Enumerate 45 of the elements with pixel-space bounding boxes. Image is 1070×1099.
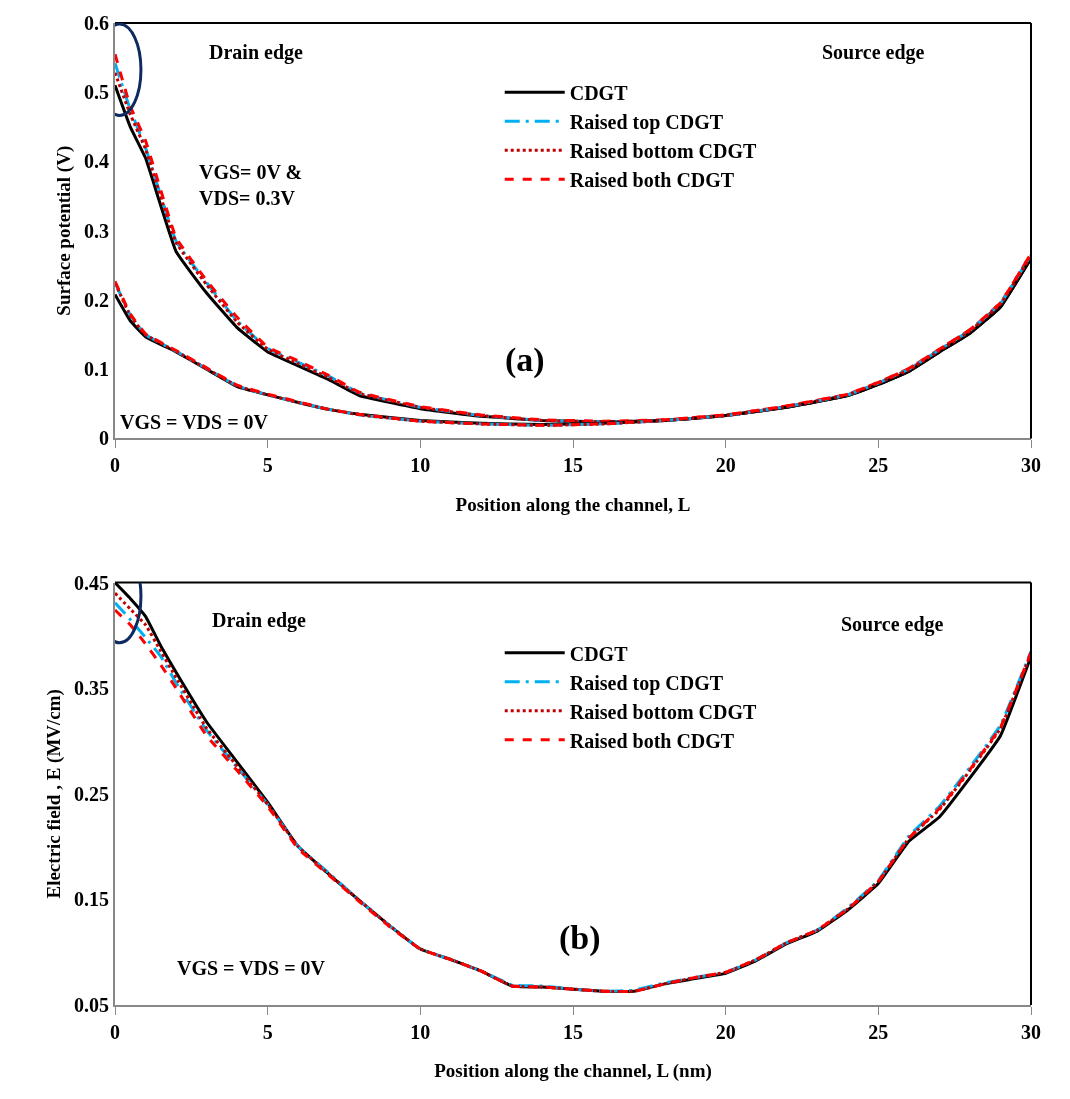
- y-tick-label: 0.3: [84, 219, 109, 242]
- annotation: (b): [559, 919, 601, 957]
- annotation: VGS= 0V & VDS= 0.3V: [199, 161, 303, 209]
- annotation: Drain edge: [212, 609, 306, 632]
- x-tick-label: 25: [868, 1021, 889, 1043]
- annotation: Source edge: [822, 41, 925, 64]
- x-axis-title: Position along the channel, L: [455, 493, 691, 515]
- annotation: Source edge: [841, 613, 944, 636]
- y-tick-label: 0.05: [74, 994, 109, 1016]
- legend-label: Raised bottom CDGT: [569, 700, 758, 723]
- x-tick-label: 15: [563, 1021, 583, 1043]
- x-tick-label: 15: [563, 454, 583, 477]
- y-tick-label: 0.1: [84, 358, 109, 381]
- y-tick-label: 0.5: [84, 81, 109, 104]
- y-tick-label: 0: [99, 427, 109, 450]
- annotation: VGS = VDS = 0V: [120, 411, 269, 433]
- y-tick-label: 0.15: [74, 888, 109, 911]
- legend-label: CDGT: [569, 82, 629, 105]
- x-tick-label: 25: [868, 454, 889, 477]
- y-tick-label: 0.2: [84, 288, 109, 311]
- y-tick-label: 0.25: [74, 782, 109, 805]
- legend-label: Raised both CDGT: [569, 729, 735, 752]
- x-tick-label: 20: [715, 454, 736, 477]
- y-axis-title: Surface potential (V): [53, 145, 76, 316]
- x-tick-label: 20: [715, 1021, 736, 1043]
- legend-label: Raised top CDGT: [569, 111, 724, 135]
- x-tick-label: 10: [410, 1021, 431, 1043]
- legend-label: Raised both CDGT: [569, 169, 735, 192]
- x-tick-label: 30: [1021, 1021, 1041, 1043]
- x-tick-label: 5: [262, 454, 273, 477]
- legend-label: Raised bottom CDGT: [569, 140, 758, 163]
- legend-label: CDGT: [569, 642, 629, 665]
- y-tick-label: 0.35: [74, 677, 109, 700]
- x-tick-label: 30: [1021, 454, 1041, 477]
- annotation: (a): [505, 341, 545, 379]
- x-tick-label: 5: [262, 1021, 273, 1043]
- annotation: VGS = VDS = 0V: [177, 957, 326, 979]
- y-tick-label: 0.45: [74, 571, 109, 594]
- legend-label: Raised top CDGT: [569, 671, 724, 695]
- x-tick-label: 10: [410, 454, 431, 477]
- y-tick-label: 0.6: [84, 12, 109, 34]
- y-tick-label: 0.4: [84, 150, 109, 173]
- y-axis-title: Electric field , E (MV/cm): [43, 689, 66, 899]
- x-axis-title: Position along the channel, L (nm): [434, 1060, 712, 1083]
- annotation: Drain edge: [209, 41, 303, 64]
